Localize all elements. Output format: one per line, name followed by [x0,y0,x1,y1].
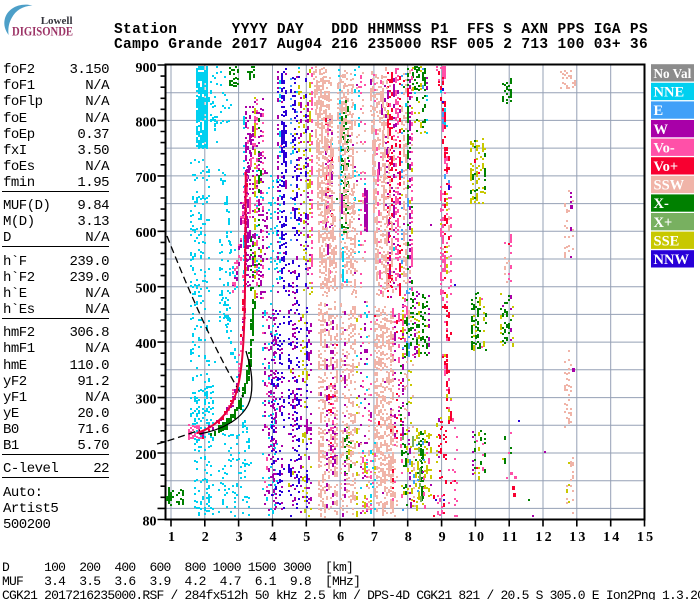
svg-text:3: 3 [236,530,245,545]
svg-text:5: 5 [303,530,312,545]
svg-text:10: 10 [468,530,486,545]
svg-text:4: 4 [269,530,278,545]
svg-text:W: W [654,122,669,138]
svg-text:X+: X+ [654,215,673,231]
svg-text:200: 200 [136,448,157,463]
svg-text:8: 8 [405,530,414,545]
svg-text:NNW: NNW [654,252,690,268]
svg-text:Vo+: Vo+ [654,159,679,175]
svg-text:11: 11 [502,530,520,545]
svg-text:E: E [654,103,664,119]
svg-text:X-: X- [654,196,669,212]
svg-text:13: 13 [569,530,587,545]
svg-text:900: 900 [136,61,157,76]
svg-text:600: 600 [136,226,157,241]
svg-text:14: 14 [603,530,621,545]
svg-text:2: 2 [202,530,211,545]
svg-text:1: 1 [168,530,177,545]
svg-text:700: 700 [136,171,157,186]
svg-text:No Val: No Val [654,66,692,81]
svg-text:SSW: SSW [654,178,685,194]
svg-text:12: 12 [535,530,553,545]
svg-text:300: 300 [136,393,157,408]
svg-text:Lowell: Lowell [41,15,73,27]
svg-text:800: 800 [136,115,157,130]
svg-text:80: 80 [143,514,157,529]
svg-text:6: 6 [337,530,346,545]
svg-text:NNE: NNE [654,85,685,101]
svg-text:SSE: SSE [654,233,680,249]
svg-text:400: 400 [136,337,157,352]
svg-text:7: 7 [371,530,380,545]
svg-text:9: 9 [439,530,448,545]
svg-text:500: 500 [136,282,157,297]
svg-text:DIGISONDE: DIGISONDE [12,24,73,38]
svg-text:15: 15 [637,530,655,545]
svg-text:Vo-: Vo- [654,140,675,156]
